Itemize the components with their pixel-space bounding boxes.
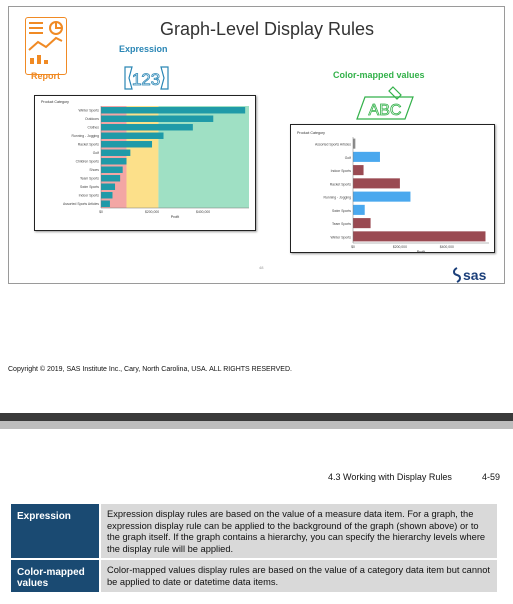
slide: Report Graph-Level Display Rules Express… bbox=[8, 6, 505, 284]
category-label: Assorted Sports Articles bbox=[315, 143, 351, 147]
page-number: 4-59 bbox=[482, 472, 501, 482]
report-icon bbox=[25, 17, 67, 75]
bar bbox=[101, 115, 214, 122]
bar bbox=[353, 231, 486, 242]
definition-term: Expression bbox=[11, 504, 99, 559]
slide-page-number: 48 bbox=[259, 265, 264, 270]
bar bbox=[353, 165, 364, 176]
category-label: Team Sports bbox=[332, 222, 351, 226]
expression-glyph: 123 bbox=[132, 70, 160, 89]
bar bbox=[353, 191, 411, 202]
category-label: Swim Sports bbox=[332, 209, 351, 213]
color-mapped-icon: ABC bbox=[355, 85, 415, 121]
bar bbox=[101, 175, 121, 182]
copyright-notice: Copyright © 2019, SAS Institute Inc., Ca… bbox=[8, 366, 292, 373]
category-label: Shoes bbox=[89, 168, 99, 172]
page-divider bbox=[0, 413, 513, 421]
category-label: Running - Jogging bbox=[323, 196, 351, 200]
definition-row: Color-mapped values Color-mapped values … bbox=[11, 560, 497, 592]
bar bbox=[101, 149, 131, 156]
x-tick-label: $400,000 bbox=[196, 210, 210, 214]
category-label: Racket Sports bbox=[78, 143, 100, 147]
category-label: Winter Sports bbox=[330, 235, 351, 239]
bar bbox=[101, 124, 193, 131]
category-label: Running - Jogging bbox=[71, 134, 99, 138]
category-label: Assorted Sports Articles bbox=[63, 202, 99, 206]
definitions-table: Expression Expression display rules are … bbox=[11, 504, 497, 594]
category-label: Team Sports bbox=[80, 177, 99, 181]
sas-logo-text: sas bbox=[463, 267, 487, 283]
color-mapped-bar-chart: Product Category Assorted Sports Articles… bbox=[290, 124, 495, 254]
bar bbox=[101, 107, 246, 114]
category-label: Golf bbox=[345, 156, 351, 160]
bar bbox=[353, 138, 356, 149]
report-label: Report bbox=[31, 71, 60, 81]
bar bbox=[353, 151, 380, 162]
bar bbox=[101, 192, 113, 199]
bar bbox=[353, 178, 400, 189]
background-band bbox=[126, 106, 159, 208]
x-axis-label: Profit bbox=[417, 250, 425, 254]
x-tick-label: $0 bbox=[351, 245, 355, 249]
definition-description: Color-mapped values display rules are ba… bbox=[101, 560, 497, 592]
category-axis-label: Product Category bbox=[297, 131, 325, 135]
expression-bar-chart-svg: Product Category Winter Sports Outdoors Clo… bbox=[41, 100, 249, 219]
category-label: Golf bbox=[93, 151, 99, 155]
bar bbox=[353, 218, 371, 229]
slide-title: Graph-Level Display Rules bbox=[159, 19, 375, 39]
x-tick-label: $200,000 bbox=[145, 210, 159, 214]
category-label: Winter Sports bbox=[78, 109, 99, 113]
expression-label: Expression bbox=[119, 44, 168, 54]
background-band bbox=[101, 106, 127, 208]
x-tick-label: $0 bbox=[99, 210, 103, 214]
x-tick-label: $200,000 bbox=[393, 245, 407, 249]
expression-icon: 123 bbox=[124, 65, 169, 91]
category-label: Children Sports bbox=[76, 160, 100, 164]
x-tick-label: $400,000 bbox=[440, 245, 454, 249]
bar bbox=[101, 158, 127, 165]
background-band bbox=[158, 106, 249, 208]
category-label: Swim Sports bbox=[80, 185, 99, 189]
section-header: 4.3 Working with Display Rules bbox=[328, 472, 452, 482]
sas-logo: sas bbox=[453, 266, 497, 283]
color-mapped-glyph: ABC bbox=[369, 102, 402, 119]
bar bbox=[101, 166, 123, 173]
color-mapped-bar-chart-svg: Product Category Assorted Sports Articles… bbox=[297, 131, 489, 254]
expression-bar-chart: Product Category Winter Sports Outdoors Clo… bbox=[34, 95, 256, 231]
definition-term: Color-mapped values bbox=[11, 560, 99, 592]
bar bbox=[101, 132, 164, 139]
category-label: Racket Sports bbox=[330, 182, 352, 186]
bar bbox=[101, 183, 116, 190]
bar bbox=[101, 141, 153, 148]
color-mapped-label: Color-mapped values bbox=[333, 70, 425, 80]
category-label: Outdoors bbox=[85, 117, 99, 121]
category-label: Clothes bbox=[88, 126, 100, 130]
page-divider-shadow bbox=[0, 421, 513, 429]
bar bbox=[101, 200, 110, 207]
category-label: Indoor Sports bbox=[79, 194, 100, 198]
bar bbox=[353, 204, 365, 215]
category-axis-label: Product Category bbox=[41, 100, 69, 104]
x-axis-label: Profit bbox=[171, 215, 179, 219]
definition-description: Expression display rules are based on th… bbox=[101, 504, 497, 559]
category-label: Indoor Sports bbox=[331, 169, 352, 173]
definition-row: Expression Expression display rules are … bbox=[11, 504, 497, 559]
